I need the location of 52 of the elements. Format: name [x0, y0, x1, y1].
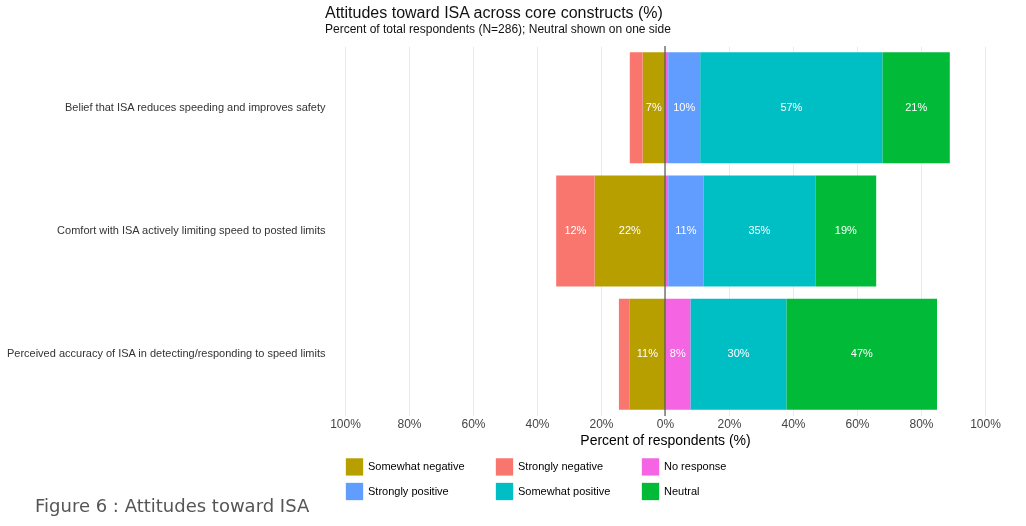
legend-label: No response: [664, 459, 727, 472]
bar: [594, 175, 665, 287]
bar: [668, 52, 701, 164]
caption: Figure 6 : Attitudes toward ISA: [35, 495, 310, 516]
bar: [668, 175, 704, 287]
x-tick-label: 0%: [656, 416, 675, 431]
legend-label: Somewhat negative: [368, 459, 465, 472]
data-label: 8%: [669, 347, 686, 360]
data-label: 7%: [645, 100, 662, 113]
bar: [629, 298, 665, 410]
legend-label: Strongly positive: [368, 484, 449, 497]
legend-label: Somewhat positive: [518, 484, 611, 497]
data-label: 22%: [618, 224, 642, 236]
x-tick-label: 40%: [525, 416, 550, 431]
x-tick-label: 100%: [970, 416, 1002, 431]
y-tick-label: Belief that ISA reduces speeding and improves safety: [65, 100, 326, 113]
x-tick-label: 80%: [909, 416, 934, 431]
data-label: 12%: [564, 224, 587, 236]
bar: [629, 52, 643, 164]
bar: [690, 298, 787, 410]
data-label: 30%: [727, 347, 750, 360]
data-label: 19%: [834, 224, 858, 236]
bar: [703, 175, 816, 287]
bar: [642, 52, 665, 164]
bar: [618, 298, 630, 410]
legend-label: Strongly negative: [518, 459, 603, 472]
bar: [815, 175, 877, 287]
x-tick-label: 60%: [461, 416, 486, 431]
bar: [665, 298, 691, 410]
bar: [882, 52, 950, 164]
x-tick-label: 60%: [845, 416, 870, 431]
data-label: 57%: [780, 100, 803, 113]
x-tick-label: 20%: [717, 416, 742, 431]
data-label: 35%: [748, 224, 771, 236]
x-tick-label: 80%: [397, 416, 422, 431]
chart-subtitle: Percent of total respondents (N=286); Neutral shown on one side: [325, 22, 672, 37]
data-label: 10%: [673, 100, 696, 113]
y-tick-label: Perceived accuracy of ISA in detecting/responding to speed limits: [6, 347, 326, 360]
bar: [700, 52, 883, 164]
x-tick-label: 40%: [781, 416, 806, 431]
bar: [556, 175, 595, 287]
y-tick-label: Comfort with ISA actively limiting speed to posted limits: [57, 224, 326, 236]
data-label: 21%: [905, 100, 928, 113]
x-tick-label: 20%: [589, 416, 614, 431]
legend-label: Neutral: [664, 484, 700, 497]
data-label: 47%: [850, 347, 874, 360]
x-axis-title: Percent of respondents (%): [580, 431, 751, 448]
chart-title: Attitudes toward ISA across core constructs (%): [325, 4, 663, 22]
data-label: 11%: [675, 224, 697, 236]
data-label: 11%: [636, 347, 659, 360]
bar: [786, 298, 937, 410]
x-tick-label: 100%: [330, 416, 362, 431]
